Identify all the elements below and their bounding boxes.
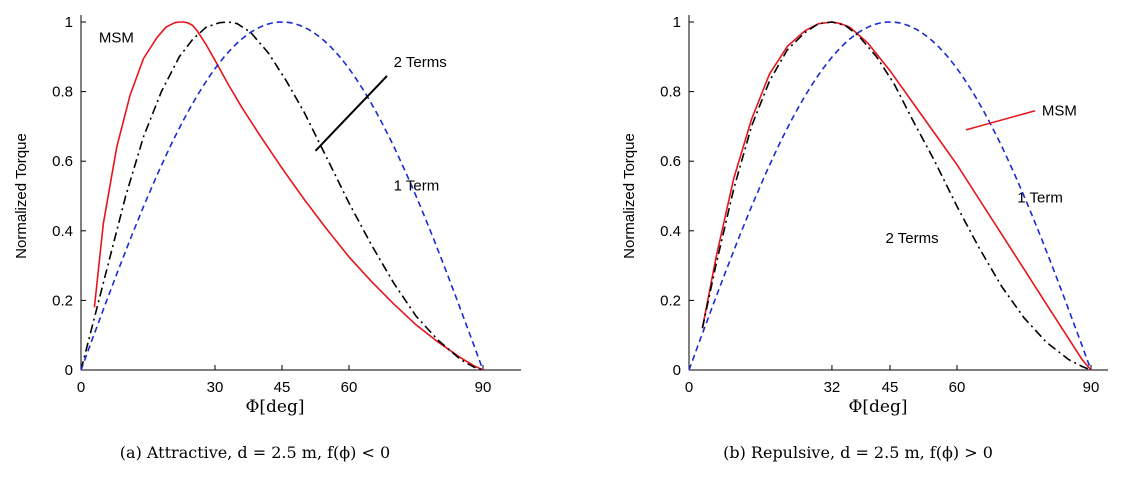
y-tick-label: 1 [65,14,73,31]
y-tick-label: 1 [673,14,681,31]
series-line-2-terms [701,21,1092,371]
annotation-2-terms: 2 Terms [886,230,939,247]
y-tick-label: 0.8 [52,84,73,101]
series-line-msm [93,21,484,371]
y-tick-label: 0.8 [660,84,681,101]
x-axis-label: Φ[deg] [848,397,907,417]
chart-repulsive: 0 0.2 0.4 0.6 0.8 1 0 32 45 60 90 Φ[deg] Normalized … [621,14,1108,462]
annotation-msm: MSM [1042,103,1077,120]
chart-attractive: 0 0.2 0.4 0.6 0.8 1 0 30 45 60 90 Φ[deg] Normalized … [13,14,521,462]
y-axis-label: Normalized Torque [13,133,30,259]
annotation-2-terms: 2 Terms [394,54,447,71]
annotation-1-term: 1 Term [1017,190,1063,207]
series-line-1-term [688,21,1092,371]
x-tick-label: 45 [274,379,291,396]
x-tick-label: 0 [77,379,85,396]
y-tick-label: 0 [673,362,681,379]
series-line-msm [701,21,1092,371]
y-tick-label: 0.6 [660,153,681,170]
x-axis-label: Φ[deg] [245,397,304,417]
y-tick-label: 0.2 [52,292,73,309]
annotation-pointer [965,110,1036,131]
caption: (a) Attractive, d = 2.5 m, f(ϕ) < 0 [120,443,390,462]
x-tick-label: 30 [207,379,224,396]
y-tick-label: 0.4 [660,223,681,240]
y-tick-label: 0.2 [660,292,681,309]
y-axis-label: Normalized Torque [621,133,638,259]
x-tick-label: 90 [475,379,492,396]
x-tick-label: 90 [1083,379,1100,396]
x-tick-label: 60 [949,379,966,396]
x-tick-label: 60 [341,379,358,396]
y-tick-label: 0.4 [52,223,73,240]
y-tick-label: 0.6 [52,153,73,170]
annotation-1-term: 1 Term [394,178,440,195]
caption: (b) Repulsive, d = 2.5 m, f(ϕ) > 0 [723,443,993,462]
x-tick-label: 0 [685,379,693,396]
annotation-msm: MSM [99,30,134,47]
x-tick-label: 32 [824,379,841,396]
series-line-2-terms [80,21,484,371]
chart-panel-attractive: 0 0.2 0.4 0.6 0.8 1 0 30 45 60 90 Φ[deg] Normalized … [0,0,563,484]
x-tick-label: 45 [882,379,899,396]
y-tick-label: 0 [65,362,73,379]
chart-panel-repulsive: 0 0.2 0.4 0.6 0.8 1 0 32 45 60 90 Φ[deg] Normalized … [563,0,1126,484]
series-line-1-term [80,21,484,371]
annotation-pointer [314,75,388,152]
